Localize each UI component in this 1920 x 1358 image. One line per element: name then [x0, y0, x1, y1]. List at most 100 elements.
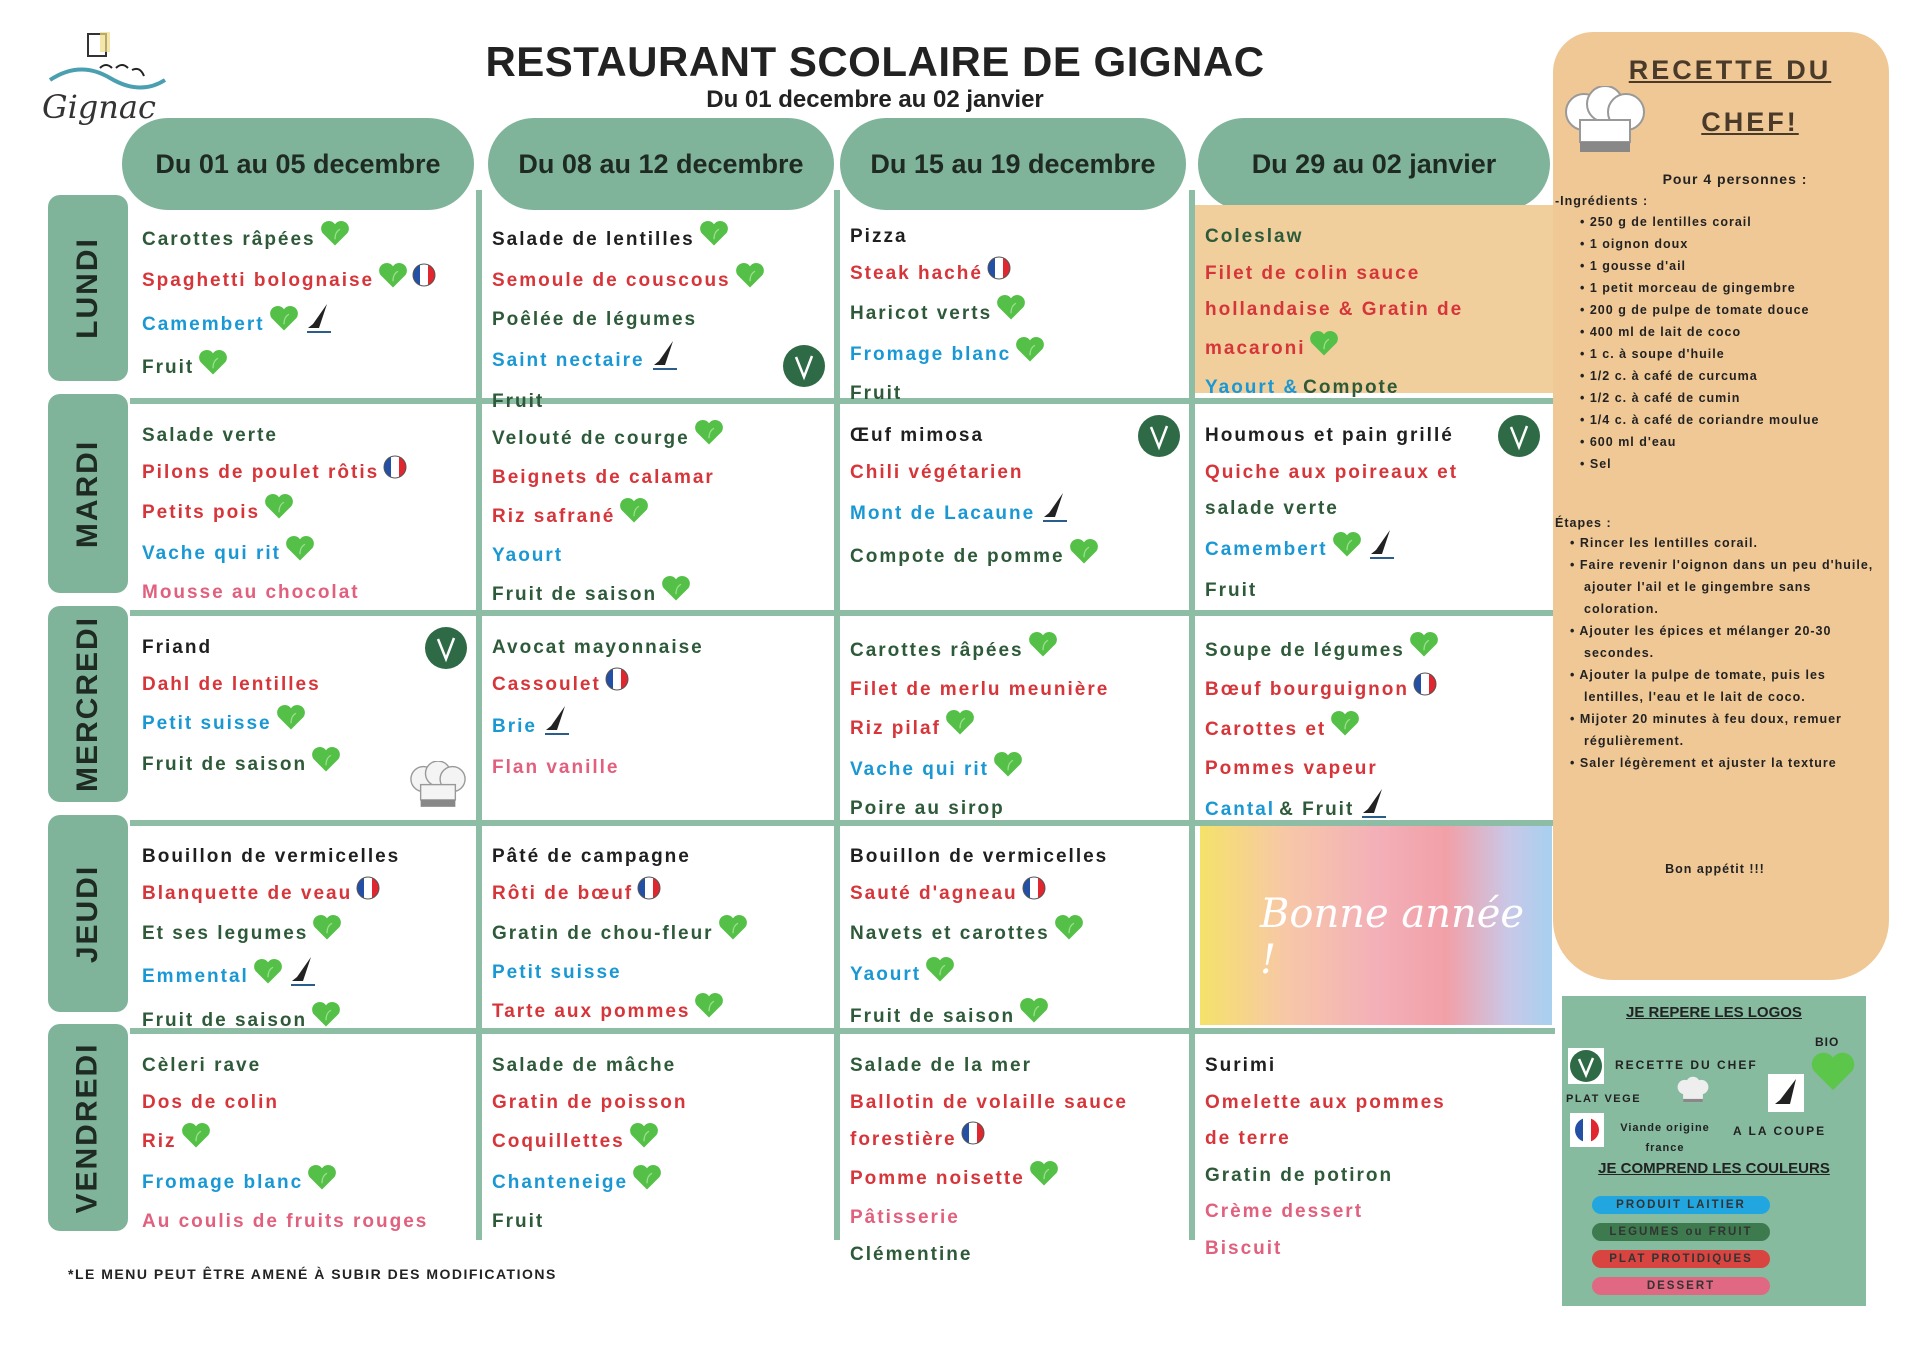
menu-item-text: Salade de lentilles: [492, 228, 695, 250]
menu-item-text: Quiche aux poireaux et: [1205, 461, 1459, 483]
bio-heart-icon: [694, 418, 724, 460]
grid-divider: [834, 190, 840, 1240]
ingredient-item: • Sel: [1580, 457, 1612, 471]
knife-icon: [1366, 528, 1396, 574]
menu-item: Biscuit: [1205, 1231, 1545, 1268]
day-label-lundi: LUNDI: [48, 195, 128, 381]
step-text: Rincer les lentilles corail.: [1579, 536, 1758, 550]
menu-item: Gratin de potiron: [1205, 1158, 1545, 1195]
recipe-servings: Pour 4 personnes :: [1662, 171, 1808, 187]
day-label-vendredi: VENDREDI: [48, 1024, 128, 1231]
menu-item: Salade de mâche: [492, 1048, 830, 1085]
bio-heart-icon: [1015, 335, 1045, 377]
color-legend-pill: LEGUMES ou FRUIT: [1592, 1223, 1770, 1241]
legend-chef-label: RECETTE DU CHEF: [1615, 1058, 1758, 1072]
bio-heart-icon: [1029, 1159, 1059, 1201]
menu-item: Compote de pomme: [850, 537, 1185, 579]
step-item: • Saler légèrement et ajuster la texture: [1570, 756, 1837, 770]
grid-divider: [130, 610, 1555, 616]
menu-item-text: Carottes et: [1205, 718, 1327, 740]
step-item: • Ajouter la pulpe de tomate, puis les l…: [1570, 668, 1826, 704]
menu-item-text: hollandaise & Gratin de: [1205, 299, 1464, 320]
menu-item: Mont de Lacaune: [850, 491, 1185, 537]
menu-item-text: Velouté de courge: [492, 427, 690, 449]
menu-item: Emmental: [142, 955, 472, 1001]
bio-heart-icon: [993, 750, 1023, 792]
grid-divider: [130, 1028, 1555, 1034]
menu-item: Pilons de poulet rôtis: [142, 455, 472, 493]
highlight-cell-bg: [1193, 205, 1553, 393]
menu-item-text: Gratin de poisson: [492, 1091, 688, 1113]
step-item: • Rincer les lentilles corail.: [1570, 536, 1758, 550]
menu-item-text: Riz safrané: [492, 505, 616, 527]
bio-heart-icon: [378, 261, 408, 303]
bio-heart-icon: [1309, 329, 1339, 371]
menu-item-text: Poire au sirop: [850, 798, 1005, 819]
menu-item: Ballotin de volaille sauce: [850, 1085, 1185, 1122]
svg-text:Gignac: Gignac: [42, 88, 156, 126]
ingredient-text: Sel: [1589, 457, 1612, 471]
knife-icon: [1358, 787, 1388, 833]
menu-cell-mardi-week2: Velouté de courge Beignets de calamar Riz …: [480, 404, 838, 611]
steps-label: Étapes :: [1555, 516, 1612, 530]
bio-heart-icon: [694, 991, 724, 1033]
ingredient-item: • 600 ml d'eau: [1580, 435, 1677, 449]
france-flag-icon: [1022, 876, 1046, 914]
bio-heart-icon: [945, 708, 975, 750]
menu-item-text: Semoule de couscous: [492, 270, 731, 291]
menu-item-text: Haricot verts: [850, 302, 993, 324]
menu-item-text: Salade de la mer: [850, 1055, 1032, 1076]
ingredient-text: 200 g de pulpe de tomate douce: [1589, 303, 1810, 317]
menu-item: Avocat mayonnaise: [492, 630, 830, 667]
menu-item: Poêlée de légumes: [492, 302, 830, 339]
menu-cell-mercredi-week4: Soupe de légumes Bœuf bourguignon Carottes…: [1193, 616, 1553, 820]
menu-item: Carottes râpées: [850, 630, 1185, 672]
bio-heart-icon: [311, 1000, 341, 1042]
menu-item-text: Bouillon de vermicelles: [142, 846, 401, 867]
ingredient-item: • 250 g de lentilles corail: [1580, 215, 1752, 229]
recipe-title: RECETTE DU CHEF!: [1600, 44, 1860, 148]
menu-item: Sauté d'agneau: [850, 876, 1185, 914]
menu-item-text: Gratin de potiron: [1205, 1164, 1394, 1186]
bio-heart-icon: [285, 534, 315, 576]
menu-item: Fruit: [850, 376, 1185, 413]
menu-item: Riz pilaf: [850, 708, 1185, 750]
ingredient-text: 1 oignon doux: [1589, 237, 1689, 251]
bio-heart-icon: [1810, 1050, 1856, 1097]
menu-item: Filet de colin sauce: [1205, 256, 1545, 293]
menu-cell-lundi-week1: Carottes râpées Spaghetti bolognaise Camem…: [130, 205, 480, 399]
bio-heart-icon: [1069, 537, 1099, 579]
menu-item: Petit suisse: [142, 703, 472, 745]
ingredient-item: • 200 g de pulpe de tomate douce: [1580, 303, 1810, 317]
menu-item-text: Soupe de légumes: [1205, 639, 1405, 661]
chef-hat-icon: [1562, 85, 1648, 163]
menu-item-text: Omelette aux pommes: [1205, 1091, 1446, 1113]
menu-item: Soupe de légumes: [1205, 630, 1545, 672]
menu-item-text: Cèleri rave: [142, 1055, 262, 1076]
menu-item-text: Petit suisse: [142, 712, 272, 734]
menu-item: Crème dessert: [1205, 1194, 1545, 1231]
menu-item-text: Steak haché: [850, 263, 983, 284]
menu-item: Pâtisserie: [850, 1200, 1185, 1237]
menu-item: Vache qui rit: [142, 534, 472, 576]
menu-item-text: Coquillettes: [492, 1130, 625, 1152]
menu-item: Yaourt: [492, 538, 830, 575]
grid-divider: [130, 820, 1555, 826]
legend-colors-title: JE COMPREND LES COULEURS: [1598, 1160, 1830, 1177]
bio-heart-icon: [632, 1163, 662, 1205]
bio-heart-icon: [925, 955, 955, 997]
menu-item: Au coulis de fruits rouges: [142, 1204, 472, 1241]
bio-heart-icon: [1330, 709, 1360, 751]
bio-heart-icon: [1054, 913, 1084, 955]
menu-item-text: Chanteneige: [492, 1172, 629, 1193]
menu-item-text: Fruit: [492, 1211, 545, 1232]
menu-item: Semoule de couscous: [492, 261, 830, 303]
bio-heart-icon: [312, 913, 342, 955]
ingredient-text: 1/2 c. à café de cumin: [1589, 391, 1741, 405]
grid-divider: [476, 190, 482, 1240]
color-legend-pill: PRODUIT LAITIER: [1592, 1196, 1770, 1214]
menu-item-text: Fruit de saison: [142, 1009, 308, 1031]
menu-cell-vendredi-week1: Cèleri rave Dos de colin Riz Fromage blanc A…: [130, 1034, 480, 1249]
menu-item-text: Œuf mimosa: [850, 425, 985, 446]
menu-item-text: salade verte: [1205, 498, 1339, 519]
